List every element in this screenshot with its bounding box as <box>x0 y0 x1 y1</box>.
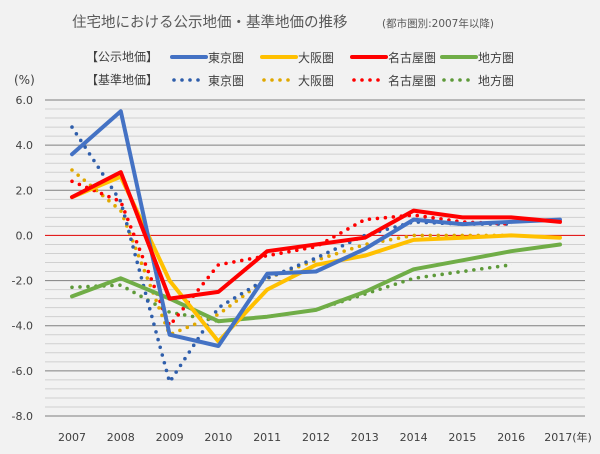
x-tick-label: 2007 <box>58 431 86 444</box>
x-tick-label: 2014 <box>400 431 428 444</box>
chart-title: 住宅地における公示地価・基準地価の推移 <box>72 14 348 31</box>
legend-group-base: 【基準地価】 <box>86 72 158 87</box>
y-tick-label: -6.0 <box>12 365 33 378</box>
legend-item: 地方圏 <box>442 50 514 65</box>
y-tick-label: 6.0 <box>16 94 34 107</box>
legend-label: 地方圏 <box>478 73 514 88</box>
legend-label: 東京圏 <box>208 74 244 88</box>
y-tick-label: -8.0 <box>12 410 33 423</box>
legend-item: 東京圏 <box>172 51 244 65</box>
y-axis-unit: (%) <box>14 73 35 87</box>
legend-label: 東京圏 <box>208 51 244 65</box>
y-tick-label: -4.0 <box>12 320 33 333</box>
legend-item: 大阪圏 <box>264 74 334 88</box>
series-line <box>72 245 560 322</box>
legend-item: 東京圏 <box>174 74 244 88</box>
chart-subtitle: (都市圏別:2007年以降) <box>382 17 494 30</box>
legend-label: 名古屋圏 <box>388 73 436 88</box>
x-tick-label: 2010 <box>204 431 232 444</box>
legend-label: 地方圏 <box>478 50 514 65</box>
legend-item: 地方圏 <box>444 73 514 88</box>
y-tick-label: -2.0 <box>12 275 33 288</box>
legend-label: 大阪圏 <box>298 74 334 88</box>
x-tick-label: 2012 <box>302 431 330 444</box>
series-public-3 <box>72 244 560 321</box>
x-tick-label: 2009 <box>156 431 184 444</box>
legend-group-public: 【公示地価】 <box>86 50 158 64</box>
legend-item: 大阪圏 <box>262 51 334 65</box>
x-tick-label: 2011 <box>253 431 281 444</box>
x-tick-label: 2013 <box>351 431 379 444</box>
legend-label: 大阪圏 <box>298 51 334 65</box>
legend-item: 名古屋圏 <box>354 73 436 88</box>
x-tick-label: 2017(年) <box>544 430 592 444</box>
x-tick-label: 2008 <box>107 431 135 444</box>
legend-label: 名古屋圏 <box>388 50 436 65</box>
y-tick-label: 0.0 <box>16 229 34 242</box>
legend-item: 名古屋圏 <box>352 50 436 65</box>
x-tick-label: 2015 <box>448 431 476 444</box>
y-tick-label: 2.0 <box>16 184 34 197</box>
x-tick-label: 2016 <box>497 431 525 444</box>
y-tick-label: 4.0 <box>16 139 34 152</box>
